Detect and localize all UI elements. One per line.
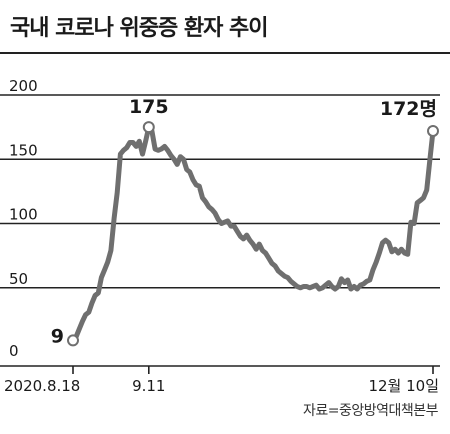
title-divider xyxy=(0,52,450,54)
y-tick-label: 0 xyxy=(9,342,19,360)
labels: 0 50 100 150 200 2020.8.18 9.11 12월 10일 9 175 172명 xyxy=(4,77,439,395)
annotation-markers xyxy=(67,121,439,347)
axes xyxy=(0,365,440,374)
data-point-marker xyxy=(142,121,155,134)
data-label: 175 xyxy=(129,96,169,118)
x-tick-label: 12월 10일 xyxy=(368,377,439,395)
source-note: 자료=중앙방역대책본부 xyxy=(302,403,439,419)
series-line-0 xyxy=(70,124,436,343)
series-layer xyxy=(70,124,436,343)
gridlines xyxy=(0,94,440,289)
y-tick-label: 200 xyxy=(9,77,38,95)
data-label: 9 xyxy=(51,325,64,347)
y-tick-label: 100 xyxy=(9,206,38,224)
x-tick-label: 9.11 xyxy=(132,377,165,395)
x-tick-label: 2020.8.18 xyxy=(4,377,80,395)
y-tick-label: 50 xyxy=(9,270,28,288)
data-point-marker xyxy=(427,124,439,137)
data-point-marker xyxy=(67,334,79,347)
y-tick-label: 150 xyxy=(9,141,38,159)
chart-title: 국내 코로나 위중증 환자 추이 xyxy=(10,16,269,41)
data-label: 172명 xyxy=(380,98,437,120)
